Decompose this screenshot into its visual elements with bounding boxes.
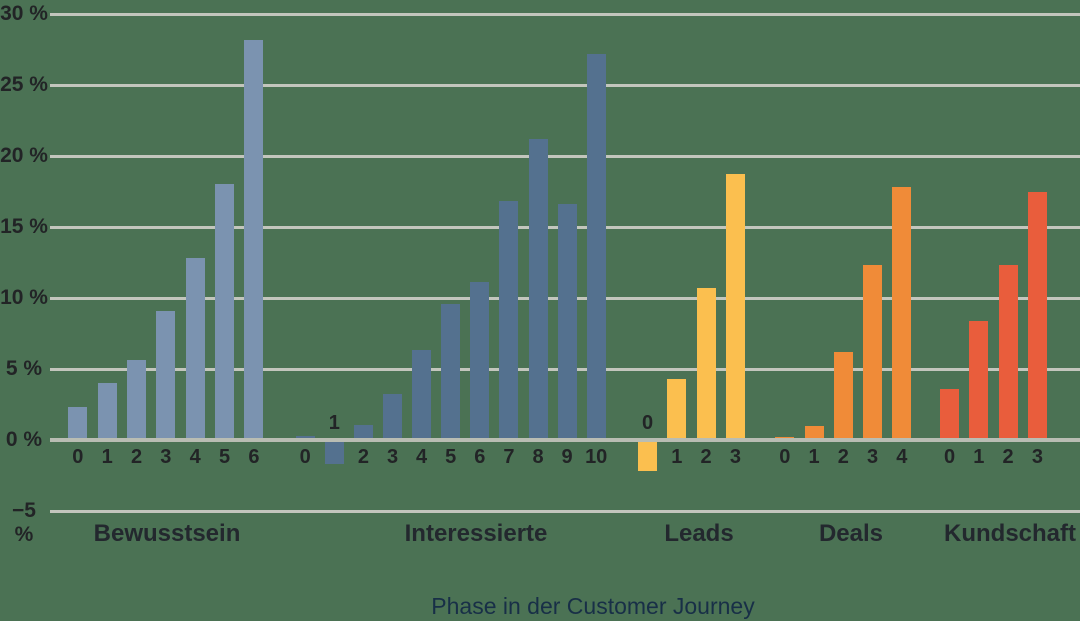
bar-interessierte-2 (353, 425, 373, 440)
bar-bewusstsein-0 (68, 407, 88, 440)
x-tick-label-deals-2: 2 (837, 446, 849, 468)
x-tick-label-leads-2: 2 (700, 446, 712, 468)
x-tick-label-interessierte-9: 9 (561, 446, 573, 468)
group-label-deals: Deals (818, 520, 884, 547)
bar-deals-3 (863, 265, 883, 440)
x-tick-label-interessierte-5: 5 (445, 446, 457, 468)
bar-leads-3 (725, 174, 745, 440)
bar-kundschaft-2 (998, 265, 1018, 440)
x-tick-label-deals-4: 4 (896, 446, 908, 468)
bar-deals-4 (892, 187, 912, 440)
bar-deals-1 (804, 425, 824, 440)
bar-interessierte-6 (470, 281, 490, 440)
y-tick-label-5: 5 % (5, 357, 43, 380)
bar-leads-2 (696, 288, 716, 440)
bar-deals-2 (833, 351, 853, 440)
bar-bewusstsein-5 (215, 184, 235, 440)
x-tick-label-interessierte-6: 6 (474, 446, 486, 468)
bar-interessierte-9 (557, 204, 577, 440)
x-tick-label-kundschaft-2: 2 (1002, 446, 1014, 468)
x-tick-label-bewusstsein-4: 4 (189, 446, 201, 468)
bar-bewusstsein-4 (185, 258, 205, 440)
bar-interessierte-5 (441, 303, 461, 440)
bar-bewusstsein-1 (97, 383, 117, 440)
x-tick-label-interessierte-2: 2 (357, 446, 369, 468)
x-tick-label-bewusstsein-0: 0 (72, 446, 84, 468)
x-tick-label-kundschaft-0: 0 (943, 446, 956, 468)
bar-kundschaft-3 (1027, 191, 1047, 440)
gridline--5pct (50, 509, 1080, 513)
x-axis-title: Phase in der Customer Journey (431, 593, 755, 619)
bar-bewusstsein-3 (156, 310, 176, 440)
x-tick-label-bewusstsein-3: 3 (160, 446, 172, 468)
x-tick-label-deals-1: 1 (808, 446, 820, 468)
x-tick-label-interessierte-1: 1 (328, 412, 340, 434)
bar-interessierte-1 (324, 440, 344, 465)
y-tick-label-30: 30 % (0, 2, 48, 25)
x-tick-label-bewusstsein-5: 5 (218, 446, 231, 468)
y-tick-label--5: −5 % (12, 499, 36, 546)
x-tick-label-kundschaft-3: 3 (1031, 446, 1043, 468)
x-tick-label-bewusstsein-2: 2 (130, 446, 143, 468)
gridline-30pct (50, 12, 1080, 16)
bar-interessierte-10 (586, 53, 606, 440)
bar-kundschaft-1 (969, 321, 989, 440)
bar-leads-0 (638, 440, 657, 472)
group-label-interessierte: Interessierte (404, 520, 548, 547)
bar-bewusstsein-2 (127, 360, 146, 440)
x-tick-label-interessierte-0: 0 (299, 446, 311, 468)
gridline-25pct (50, 83, 1080, 87)
x-tick-label-bewusstsein-6: 6 (248, 446, 260, 468)
y-tick-label-10: 10 % (0, 286, 48, 309)
x-tick-label-leads-3: 3 (729, 446, 741, 468)
x-tick-label-kundschaft-1: 1 (973, 446, 985, 468)
y-tick-label-15: 15 % (0, 215, 48, 238)
y-tick-label-0: 0 % (5, 428, 43, 451)
gridline-20pct (50, 154, 1080, 158)
y-tick-label-25: 25 % (0, 73, 48, 96)
x-tick-label-interessierte-8: 8 (532, 446, 544, 468)
bar-interessierte-7 (499, 201, 519, 440)
x-tick-label-interessierte-3: 3 (386, 446, 399, 468)
group-label-leads: Leads (664, 520, 734, 547)
bar-interessierte-3 (383, 393, 402, 440)
x-tick-label-interessierte-4: 4 (416, 446, 428, 468)
x-tick-label-leads-1: 1 (671, 446, 683, 468)
bar-kundschaft-0 (940, 388, 959, 440)
x-tick-label-interessierte-10: 10 (585, 446, 608, 468)
group-label-bewusstsein: Bewusstsein (93, 520, 241, 547)
x-tick-label-leads-0: 0 (641, 412, 654, 434)
bar-interessierte-8 (528, 138, 548, 440)
x-tick-label-bewusstsein-1: 1 (101, 446, 113, 468)
y-tick-label-20: 20 % (0, 144, 48, 167)
bar-bewusstsein-6 (244, 39, 264, 440)
x-tick-label-interessierte-7: 7 (503, 446, 515, 468)
x-tick-label-deals-3: 3 (866, 446, 879, 468)
group-label-kundschaft: Kundschaft (944, 520, 1076, 547)
x-axis-baseline (50, 438, 1080, 442)
bar-interessierte-4 (412, 349, 432, 440)
bar-leads-1 (667, 378, 687, 440)
x-tick-label-deals-0: 0 (779, 446, 791, 468)
